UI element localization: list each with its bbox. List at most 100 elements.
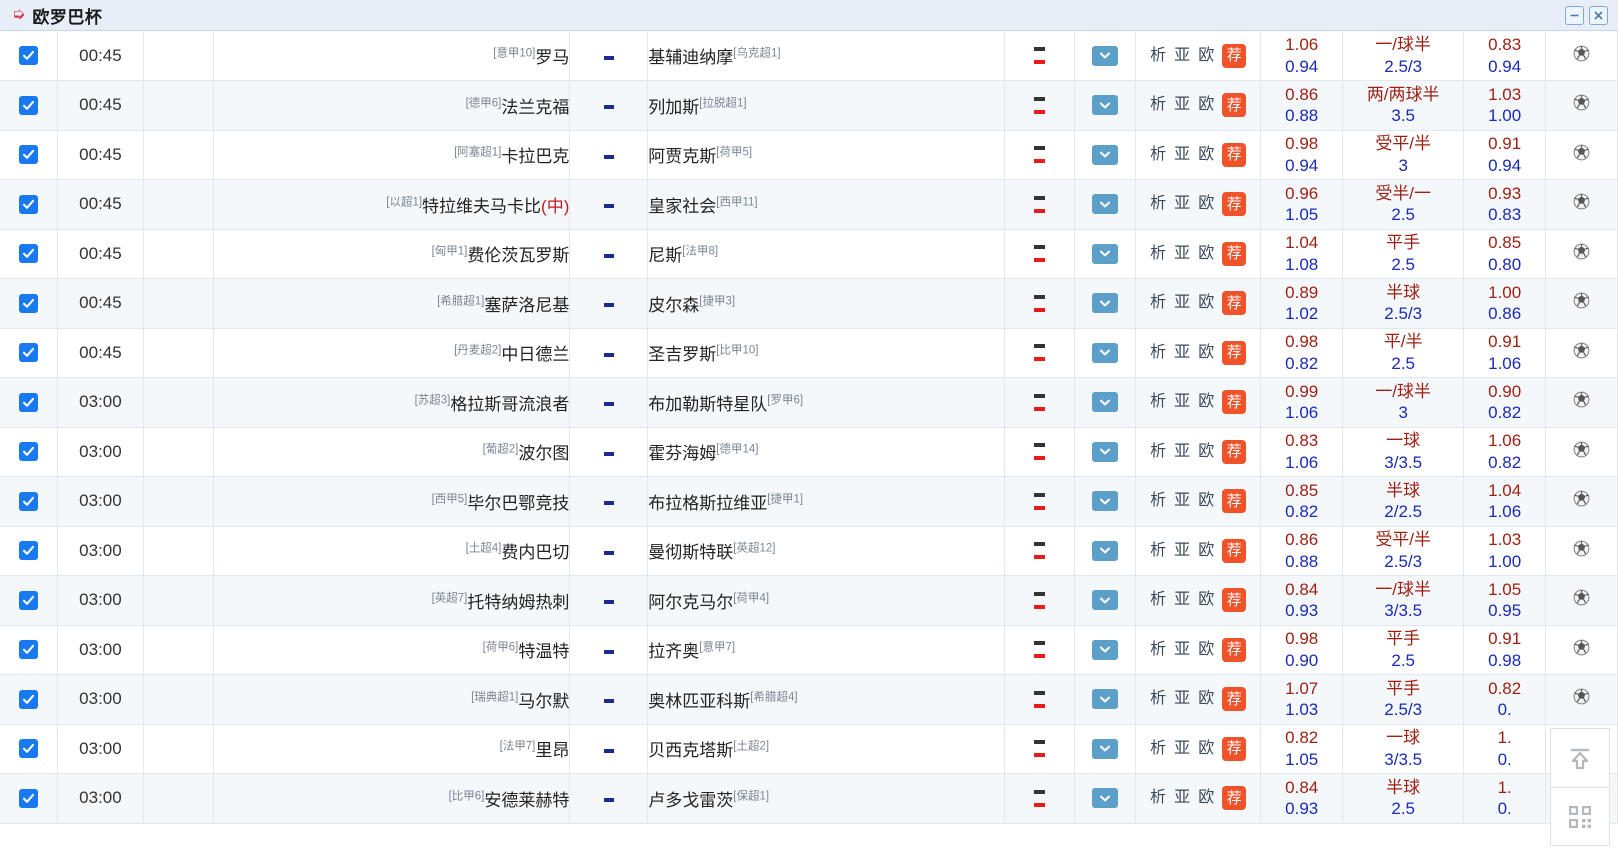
football-icon[interactable] bbox=[1573, 144, 1590, 165]
asian-odds-link[interactable]: 亚 bbox=[1174, 541, 1191, 559]
live-cell[interactable] bbox=[1545, 179, 1618, 230]
chevron-down-icon[interactable] bbox=[1091, 144, 1118, 165]
home-odds-cell[interactable]: 0.82 1.05 bbox=[1260, 724, 1344, 774]
table-row[interactable]: 03:00 [法甲7]里昂 贝西克塔斯[土超2] 析亚欧荐 0.82 1.05 一球 3/3.… bbox=[0, 724, 1618, 774]
recommend-badge[interactable]: 荐 bbox=[1222, 489, 1247, 514]
away-odds-cell[interactable]: 1.06 0.82 bbox=[1463, 427, 1547, 477]
handicap-cell[interactable]: 平/半 2.5 bbox=[1342, 328, 1465, 378]
handicap-cell[interactable]: 平手 2.5/3 bbox=[1342, 674, 1465, 725]
analysis-link[interactable]: 析 bbox=[1150, 343, 1167, 361]
asian-odds-link[interactable]: 亚 bbox=[1174, 294, 1191, 312]
chevron-down-icon[interactable] bbox=[1091, 95, 1118, 116]
euro-odds-link[interactable]: 欧 bbox=[1198, 244, 1215, 262]
home-odds-cell[interactable]: 1.04 1.08 bbox=[1260, 229, 1344, 279]
handicap-cell[interactable]: 半球 2.5/3 bbox=[1342, 278, 1465, 329]
recommend-badge[interactable]: 荐 bbox=[1222, 192, 1247, 217]
recommend-badge[interactable]: 荐 bbox=[1222, 340, 1247, 365]
chevron-down-icon[interactable] bbox=[1091, 45, 1118, 66]
analysis-link[interactable]: 析 bbox=[1150, 492, 1167, 510]
away-team-cell[interactable]: 阿尔克马尔[荷甲4] bbox=[647, 575, 1005, 626]
away-odds-cell[interactable]: 0.85 0.80 bbox=[1463, 229, 1547, 279]
handicap-cell[interactable]: 一/球半 2.5/3 bbox=[1342, 31, 1465, 81]
recommend-badge[interactable]: 荐 bbox=[1222, 43, 1247, 68]
euro-odds-link[interactable]: 欧 bbox=[1198, 492, 1215, 510]
asian-odds-link[interactable]: 亚 bbox=[1174, 145, 1191, 163]
away-team-cell[interactable]: 贝西克塔斯[土超2] bbox=[647, 724, 1005, 774]
home-odds-cell[interactable]: 0.99 1.06 bbox=[1260, 377, 1344, 428]
table-row[interactable]: 00:45 [意甲10]罗马 基辅迪纳摩[乌克超1] 析亚欧荐 1.06 0.94 一/球半… bbox=[0, 31, 1618, 81]
away-team-cell[interactable]: 曼彻斯特联[英超12] bbox=[647, 526, 1005, 576]
analysis-link[interactable]: 析 bbox=[1150, 640, 1167, 658]
analysis-link[interactable]: 析 bbox=[1150, 591, 1167, 609]
away-team-cell[interactable]: 圣吉罗斯[比甲10] bbox=[647, 328, 1005, 378]
away-odds-cell[interactable]: 0.91 0.98 bbox=[1463, 625, 1547, 675]
asian-odds-link[interactable]: 亚 bbox=[1174, 195, 1191, 213]
asian-odds-link[interactable]: 亚 bbox=[1174, 442, 1191, 460]
chevron-down-icon[interactable] bbox=[1091, 342, 1118, 363]
home-odds-cell[interactable]: 0.86 0.88 bbox=[1260, 80, 1344, 131]
close-button[interactable] bbox=[1589, 5, 1608, 25]
live-cell[interactable] bbox=[1545, 229, 1618, 279]
away-team-cell[interactable]: 列加斯[拉脱超1] bbox=[647, 80, 1005, 131]
handicap-cell[interactable]: 受平/半 2.5/3 bbox=[1342, 526, 1465, 576]
row-checkbox[interactable] bbox=[18, 640, 38, 660]
minimize-button[interactable] bbox=[1565, 5, 1584, 25]
football-icon[interactable] bbox=[1573, 639, 1590, 660]
asian-odds-link[interactable]: 亚 bbox=[1174, 739, 1191, 757]
home-team-cell[interactable]: [希腊超1]塞萨洛尼基 bbox=[213, 278, 571, 329]
football-icon[interactable] bbox=[1573, 243, 1590, 264]
euro-odds-link[interactable]: 欧 bbox=[1198, 145, 1215, 163]
recommend-badge[interactable]: 荐 bbox=[1222, 291, 1247, 316]
euro-odds-link[interactable]: 欧 bbox=[1198, 393, 1215, 411]
recommend-badge[interactable]: 荐 bbox=[1222, 142, 1247, 167]
handicap-cell[interactable]: 受平/半 3 bbox=[1342, 130, 1465, 180]
football-icon[interactable] bbox=[1573, 45, 1590, 66]
away-team-cell[interactable]: 拉齐奥[意甲7] bbox=[647, 625, 1005, 675]
football-icon[interactable] bbox=[1573, 688, 1590, 709]
live-cell[interactable] bbox=[1545, 526, 1618, 576]
analysis-link[interactable]: 析 bbox=[1150, 195, 1167, 213]
away-team-cell[interactable]: 卢多戈雷茨[保超1] bbox=[647, 773, 1005, 824]
euro-odds-link[interactable]: 欧 bbox=[1198, 195, 1215, 213]
football-icon[interactable] bbox=[1573, 490, 1590, 511]
asian-odds-link[interactable]: 亚 bbox=[1174, 789, 1191, 807]
row-checkbox[interactable] bbox=[18, 95, 38, 115]
away-team-cell[interactable]: 布拉格斯拉维亚[捷甲1] bbox=[647, 476, 1005, 527]
table-row[interactable]: 00:45 [阿塞超1]卡拉巴克 阿贾克斯[荷甲5] 析亚欧荐 0.98 0.94 受平/半… bbox=[0, 130, 1618, 180]
asian-odds-link[interactable]: 亚 bbox=[1174, 343, 1191, 361]
home-odds-cell[interactable]: 0.98 0.90 bbox=[1260, 625, 1344, 675]
football-icon[interactable] bbox=[1573, 589, 1590, 610]
chevron-down-icon[interactable] bbox=[1091, 392, 1118, 413]
euro-odds-link[interactable]: 欧 bbox=[1198, 690, 1215, 708]
analysis-link[interactable]: 析 bbox=[1150, 145, 1167, 163]
handicap-cell[interactable]: 半球 2/2.5 bbox=[1342, 476, 1465, 527]
home-team-cell[interactable]: [以超1]特拉维夫马卡比(中) bbox=[213, 179, 571, 230]
row-checkbox[interactable] bbox=[18, 788, 38, 808]
asian-odds-link[interactable]: 亚 bbox=[1174, 492, 1191, 510]
row-checkbox[interactable] bbox=[18, 739, 38, 759]
away-odds-cell[interactable]: 1.00 0.86 bbox=[1463, 278, 1547, 329]
home-team-cell[interactable]: [阿塞超1]卡拉巴克 bbox=[213, 130, 571, 180]
row-checkbox[interactable] bbox=[18, 392, 38, 412]
analysis-link[interactable]: 析 bbox=[1150, 244, 1167, 262]
handicap-cell[interactable]: 平手 2.5 bbox=[1342, 229, 1465, 279]
table-row[interactable]: 03:00 [西甲5]毕尔巴鄂竞技 布拉格斯拉维亚[捷甲1] 析亚欧荐 0.85 0.82… bbox=[0, 476, 1618, 527]
home-team-cell[interactable]: [土超4]费内巴切 bbox=[213, 526, 571, 576]
euro-odds-link[interactable]: 欧 bbox=[1198, 591, 1215, 609]
handicap-cell[interactable]: 平手 2.5 bbox=[1342, 625, 1465, 675]
table-row[interactable]: 03:00 [苏超3]格拉斯哥流浪者 布加勒斯特星队[罗甲6] 析亚欧荐 0.99 1.0… bbox=[0, 377, 1618, 428]
handicap-cell[interactable]: 一球 3/3.5 bbox=[1342, 724, 1465, 774]
chevron-down-icon[interactable] bbox=[1091, 441, 1118, 462]
home-team-cell[interactable]: [意甲10]罗马 bbox=[213, 31, 571, 81]
euro-odds-link[interactable]: 欧 bbox=[1198, 46, 1215, 64]
qr-code-button[interactable] bbox=[1551, 787, 1609, 845]
euro-odds-link[interactable]: 欧 bbox=[1198, 739, 1215, 757]
table-row[interactable]: 03:00 [瑞典超1]马尔默 奥林匹亚科斯[希腊超4] 析亚欧荐 1.07 1.03 平手… bbox=[0, 674, 1618, 725]
analysis-link[interactable]: 析 bbox=[1150, 541, 1167, 559]
football-icon[interactable] bbox=[1573, 441, 1590, 462]
home-team-cell[interactable]: [比甲6]安德莱赫特 bbox=[213, 773, 571, 824]
home-team-cell[interactable]: [苏超3]格拉斯哥流浪者 bbox=[213, 377, 571, 428]
row-checkbox[interactable] bbox=[18, 541, 38, 561]
analysis-link[interactable]: 析 bbox=[1150, 294, 1167, 312]
live-cell[interactable] bbox=[1545, 575, 1618, 626]
